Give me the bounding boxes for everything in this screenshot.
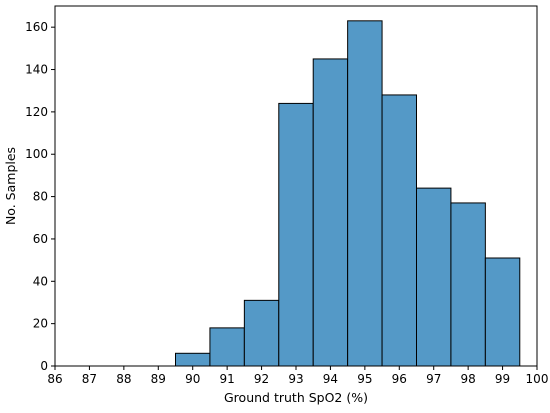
- x-tick-label: 87: [82, 372, 97, 386]
- histogram-bar-97: [416, 187, 452, 367]
- x-tick-label: 100: [526, 372, 549, 386]
- x-tick-label: 92: [254, 372, 269, 386]
- x-tick-label: 94: [323, 372, 338, 386]
- x-tick-label: 89: [151, 372, 166, 386]
- y-tick-label: 100: [25, 147, 48, 161]
- x-tick-label: 98: [461, 372, 476, 386]
- bars-group: [175, 20, 521, 367]
- x-tick-label: 86: [47, 372, 62, 386]
- y-tick-label: 60: [33, 232, 48, 246]
- y-tick-label: 40: [33, 274, 48, 288]
- histogram-bar-96: [381, 94, 418, 367]
- x-axis-label: Ground truth SpO2 (%): [224, 390, 368, 405]
- histogram-bar-95: [347, 20, 383, 367]
- y-tick-label: 0: [40, 359, 48, 373]
- x-tick-label: 91: [220, 372, 235, 386]
- y-tick-label: 80: [33, 190, 48, 204]
- histogram-bar-90: [175, 352, 211, 367]
- y-tick-label: 140: [25, 63, 48, 77]
- x-tick-label: 97: [426, 372, 441, 386]
- x-tick-label: 95: [357, 372, 372, 386]
- y-axis-ticks: 0 20 40 60 80 100 120 140 160: [25, 20, 55, 373]
- histogram-bar-92: [243, 299, 280, 367]
- x-tick-label: 93: [288, 372, 303, 386]
- plot-frame: [54, 5, 538, 367]
- y-axis-label: No. Samples: [3, 147, 18, 225]
- histogram-bar-98: [450, 202, 486, 367]
- y-tick-label: 20: [33, 317, 48, 331]
- histogram-bar-94: [312, 58, 349, 367]
- y-tick-label: 160: [25, 20, 48, 34]
- histogram-bar-93: [278, 102, 314, 367]
- x-tick-label: 99: [495, 372, 510, 386]
- x-axis-ticks: 86 87 88 89 90 91 92 93 94 95 96 97 98 99 100: [47, 366, 548, 386]
- x-tick-label: 88: [116, 372, 131, 386]
- histogram-bar-99: [484, 257, 521, 367]
- x-tick-label: 90: [185, 372, 200, 386]
- histogram-bar-91: [209, 327, 245, 367]
- y-tick-label: 120: [25, 105, 48, 119]
- x-tick-label: 96: [392, 372, 407, 386]
